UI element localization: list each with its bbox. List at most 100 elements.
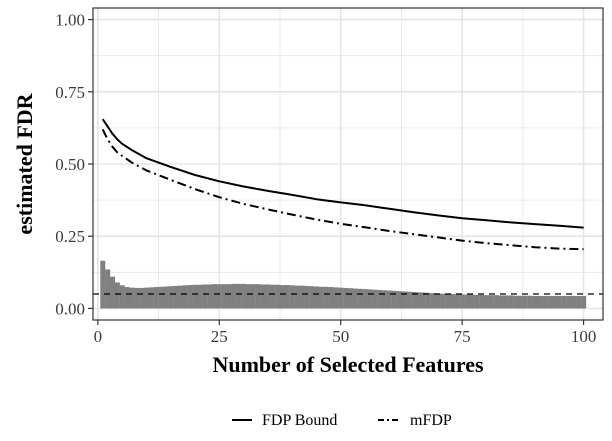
histogram-bar [139, 287, 145, 309]
histogram-bar [187, 285, 193, 309]
histogram-bar [411, 291, 417, 309]
histogram-bar [420, 292, 426, 309]
histogram-bar [450, 294, 456, 309]
histogram-bar [488, 295, 494, 309]
histogram-bar [212, 284, 218, 309]
y-tick-label: 0.50 [55, 155, 85, 174]
histogram-bar [571, 296, 577, 309]
histogram-bar [498, 295, 504, 309]
histogram-bar [401, 291, 407, 309]
x-tick-label: 50 [332, 327, 349, 346]
histogram-bar [464, 294, 470, 309]
histogram-bar [459, 294, 465, 309]
histogram-bar [280, 285, 286, 309]
histogram-bar [561, 296, 567, 309]
histogram-bar [260, 284, 266, 309]
histogram-bar [173, 285, 179, 309]
x-axis-ticks: 0 25 50 75 100 [94, 320, 597, 346]
y-axis-ticks: 0.00 0.25 0.50 0.75 1.00 [55, 11, 93, 318]
y-tick-label: 0.75 [55, 83, 85, 102]
histogram-bar [343, 287, 349, 309]
histogram-bar [348, 288, 354, 309]
histogram-bar [479, 294, 485, 309]
histogram-bar [114, 282, 120, 309]
histogram-bar [430, 293, 436, 309]
histogram-bar [299, 285, 305, 309]
grid-lines [93, 8, 603, 320]
histogram-bar [391, 290, 397, 309]
histogram-bar [416, 292, 422, 309]
histogram-bar [474, 294, 480, 309]
histogram-bar [221, 284, 227, 309]
histogram-bars [100, 260, 587, 309]
histogram-bar [372, 289, 378, 309]
histogram-bar [153, 287, 159, 309]
histogram-bar [124, 287, 130, 309]
histogram-bar [547, 296, 553, 309]
histogram-bar [275, 284, 281, 309]
histogram-bar [144, 287, 150, 309]
histogram-bar [508, 295, 514, 309]
histogram-bar [284, 285, 290, 309]
histogram-bar [270, 284, 276, 309]
histogram-bar [576, 296, 582, 309]
x-tick-label: 75 [454, 327, 471, 346]
histogram-bar [445, 294, 451, 309]
histogram-bar [182, 285, 188, 309]
histogram-bar [527, 295, 533, 309]
y-tick-label: 1.00 [55, 11, 85, 30]
histogram-bar [522, 295, 528, 309]
histogram-bar [148, 287, 154, 309]
legend: FDP Bound mFDP [232, 412, 452, 429]
histogram-bar [556, 296, 562, 309]
histogram-bar [338, 287, 344, 309]
histogram-bar [304, 285, 310, 309]
histogram-bar [192, 284, 198, 309]
histogram-bar [134, 287, 140, 309]
histogram-bar [328, 287, 334, 309]
histogram-bar [236, 283, 242, 309]
histogram-bar [552, 296, 558, 309]
histogram-bar [207, 284, 213, 309]
histogram-bar [250, 284, 256, 309]
histogram-bar [202, 284, 208, 309]
histogram-bar [265, 284, 271, 309]
histogram-bar [197, 284, 203, 309]
histogram-bar [314, 286, 320, 309]
histogram-bar [352, 288, 358, 309]
histogram-bar [163, 286, 169, 309]
legend-label-fdp-bound: FDP Bound [262, 412, 337, 429]
series-line-fdp-bound [101, 118, 584, 229]
histogram-bar [119, 285, 125, 309]
y-axis-title: estimated FDR [12, 92, 37, 234]
histogram-bar [333, 287, 339, 309]
histogram-bar [425, 292, 431, 309]
histogram-bar [469, 294, 475, 309]
series-lines [101, 118, 584, 251]
histogram-bar [168, 286, 174, 309]
x-tick-label: 25 [211, 327, 228, 346]
histogram-bar [158, 286, 164, 309]
histogram-bar [382, 290, 388, 309]
histogram-bar [216, 284, 222, 309]
histogram-bar [386, 290, 392, 309]
histogram-bar [566, 296, 572, 309]
histogram-bar [406, 291, 412, 309]
histogram-bar [129, 287, 135, 309]
histogram-bar [100, 260, 106, 309]
histogram-bar [367, 289, 373, 309]
histogram-bar [246, 284, 252, 309]
histogram-bar [110, 276, 116, 309]
histogram-bar [357, 288, 363, 309]
series-line-mfdp [101, 128, 584, 251]
histogram-bar [231, 283, 237, 309]
histogram-bar [513, 295, 519, 309]
y-tick-label: 0.25 [55, 227, 85, 246]
histogram-bar [105, 269, 111, 309]
x-tick-label: 100 [571, 327, 597, 346]
histogram-bar [537, 296, 543, 309]
histogram-bar [518, 295, 524, 309]
histogram-bar [542, 296, 548, 309]
histogram-bar [362, 289, 368, 309]
histogram-bar [255, 284, 261, 309]
